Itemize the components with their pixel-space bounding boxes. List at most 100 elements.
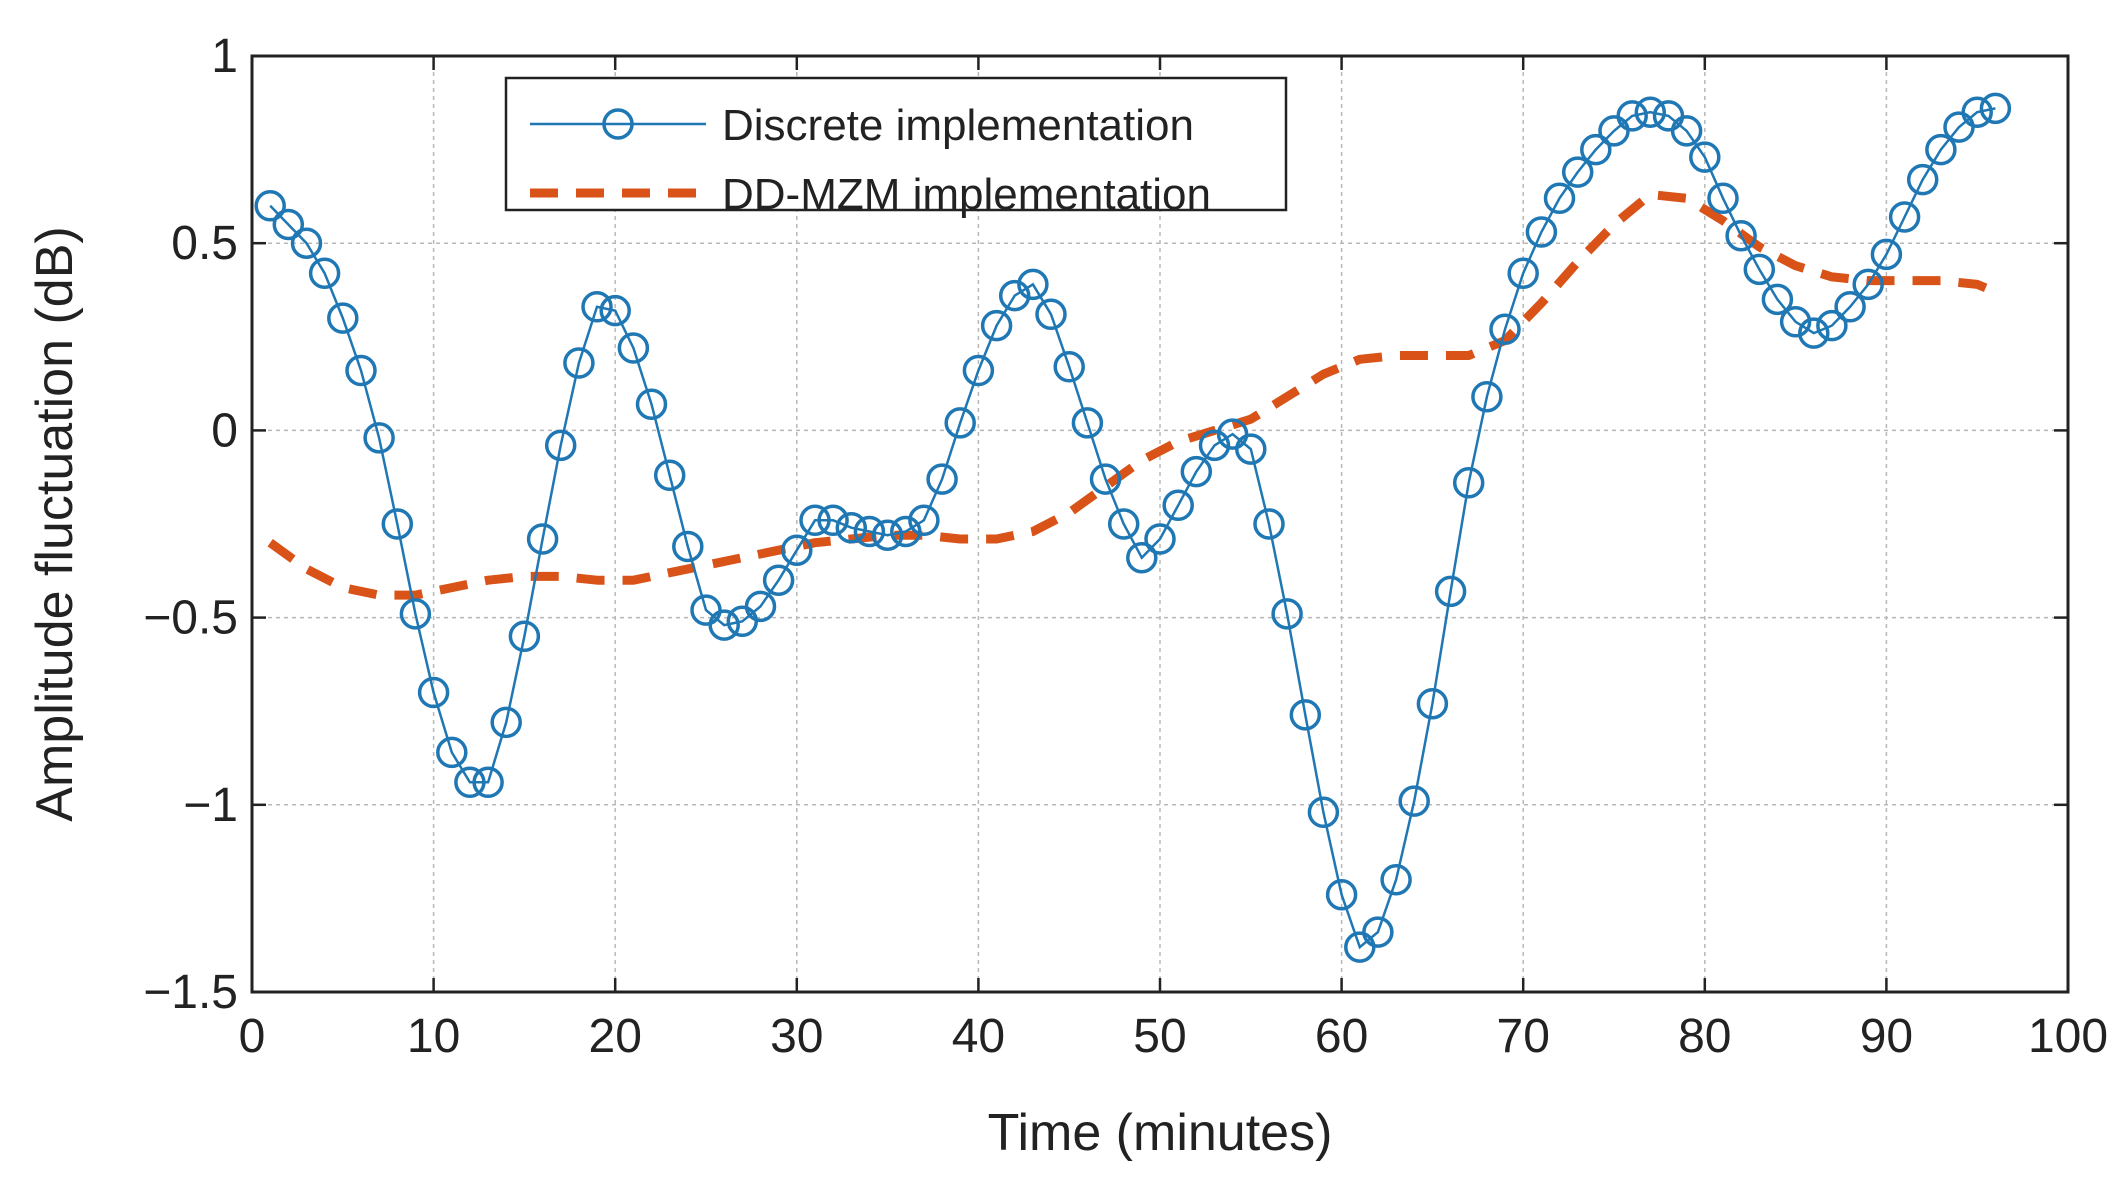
series-discrete-point	[1816, 309, 1848, 342]
series-discrete-point	[1398, 785, 1430, 817]
x-axis-label: Time (minutes)	[988, 1104, 1333, 1162]
series-discrete-point	[1798, 317, 1830, 349]
series-discrete-point	[1198, 429, 1231, 462]
series-discrete-point	[1253, 508, 1285, 540]
series-discrete-point	[1979, 92, 2012, 125]
series-discrete-point	[653, 459, 686, 492]
series-ddmzm-line	[267, 190, 1998, 600]
series-discrete-point	[1852, 268, 1884, 301]
series-discrete-point	[908, 504, 940, 537]
series-discrete-point	[290, 227, 323, 259]
x-tick-label: 90	[1860, 1010, 1913, 1063]
series-discrete-point	[1035, 298, 1067, 331]
series-discrete-point	[1362, 916, 1394, 948]
series-discrete-point	[599, 294, 631, 327]
series-discrete-point	[454, 766, 486, 799]
series-discrete-point	[508, 620, 541, 653]
x-tick-label: 0	[239, 1010, 266, 1063]
series-discrete-point	[327, 302, 359, 334]
series-discrete-point	[762, 564, 795, 596]
series-discrete-point	[1525, 216, 1558, 248]
series-discrete-point	[781, 534, 813, 566]
y-tick-label: 0	[211, 404, 238, 457]
series-discrete-point	[1271, 598, 1303, 630]
series-discrete-point	[1743, 253, 1776, 286]
series-discrete-point	[1761, 283, 1794, 316]
series-discrete-point	[1670, 115, 1703, 147]
legend-marker-discrete	[602, 108, 634, 140]
series-discrete-point	[1616, 100, 1648, 132]
series-discrete-point	[272, 208, 305, 241]
series-discrete-point	[635, 388, 668, 420]
series-discrete-point	[998, 279, 1031, 312]
series-discrete-line	[269, 107, 1996, 950]
series-discrete-point	[345, 354, 377, 387]
series-discrete-point	[436, 736, 468, 769]
series-discrete-point	[1325, 878, 1358, 911]
y-tick-label: −1	[183, 779, 238, 832]
x-tick-label: 50	[1133, 1010, 1186, 1063]
y-tick-label: −0.5	[143, 592, 238, 645]
series-discrete-point	[490, 706, 522, 739]
series-discrete-point	[890, 515, 922, 548]
legend-label-discrete: Discrete implementation	[722, 101, 1194, 150]
series-discrete-point	[1725, 219, 1757, 252]
y-tick-label: 0.5	[171, 217, 238, 270]
series-discrete-point	[544, 429, 577, 462]
series-discrete-point	[817, 504, 849, 537]
legend-box	[504, 76, 1288, 212]
y-tick-label: −1.5	[143, 966, 238, 1019]
legend-label-ddmzm: DD-MZM implementation	[722, 170, 1211, 219]
series-discrete-point	[1380, 863, 1412, 896]
series-discrete-point	[1507, 257, 1539, 289]
x-tick-label: 30	[770, 1010, 823, 1063]
series-discrete-point	[1144, 523, 1176, 555]
series-discrete-point	[363, 422, 395, 454]
series-discrete-point	[708, 609, 740, 641]
series-discrete-point	[1925, 133, 1957, 166]
x-tick-label: 70	[1497, 1010, 1550, 1063]
series-discrete-point	[1779, 306, 1812, 338]
series-discrete-point	[1888, 201, 1921, 233]
series-discrete-point	[1870, 238, 1903, 271]
series-discrete-point	[1834, 291, 1866, 323]
series-discrete-point	[399, 598, 432, 630]
series-discrete-point	[871, 519, 904, 551]
series-discrete-point	[1580, 133, 1612, 166]
series-discrete-point	[1471, 380, 1503, 413]
series-discrete-point	[1906, 163, 1939, 196]
series-discrete-point	[1126, 541, 1158, 574]
series-discrete-point	[563, 347, 595, 379]
series-discrete-point	[853, 515, 886, 548]
series-discrete-point	[472, 766, 504, 799]
series-discrete-point	[1961, 96, 1993, 128]
series-discrete-point	[1071, 407, 1104, 439]
series-discrete-point	[1416, 687, 1449, 720]
x-tick-label: 10	[407, 1010, 460, 1063]
series-discrete-point	[962, 354, 995, 387]
series-discrete-point	[926, 463, 958, 495]
series-discrete-point	[308, 257, 341, 289]
series-discrete-point	[1543, 182, 1576, 215]
series-discrete-point	[1707, 182, 1739, 215]
series-discrete-point	[1634, 96, 1667, 128]
x-tick-label: 60	[1315, 1010, 1368, 1063]
series-discrete-point	[1561, 156, 1594, 188]
legend: Discrete implementation DD-MZM implement…	[504, 76, 1288, 219]
series-discrete-point	[835, 511, 868, 544]
series-discrete-point	[381, 508, 414, 540]
series-discrete-point	[1489, 313, 1521, 346]
series-discrete-point	[1307, 796, 1340, 829]
y-tick-label: 1	[211, 30, 238, 83]
series-discrete-point	[1452, 467, 1485, 499]
series-discrete-point	[1434, 575, 1467, 608]
series-discrete-point	[944, 407, 976, 439]
series-discrete-point	[617, 332, 650, 364]
series-discrete-point	[526, 523, 559, 555]
axis-ticks: 0 10 20 30 40 50 60 70 80 90 100 1 0.5 0 −0.5 −1 −1.5	[143, 30, 2108, 1063]
y-axis-label: Amplitude fluctuation (dB)	[26, 226, 84, 821]
series-discrete-point	[672, 530, 704, 563]
series-discrete-point	[1053, 351, 1085, 383]
series-discrete-point	[1180, 455, 1213, 488]
